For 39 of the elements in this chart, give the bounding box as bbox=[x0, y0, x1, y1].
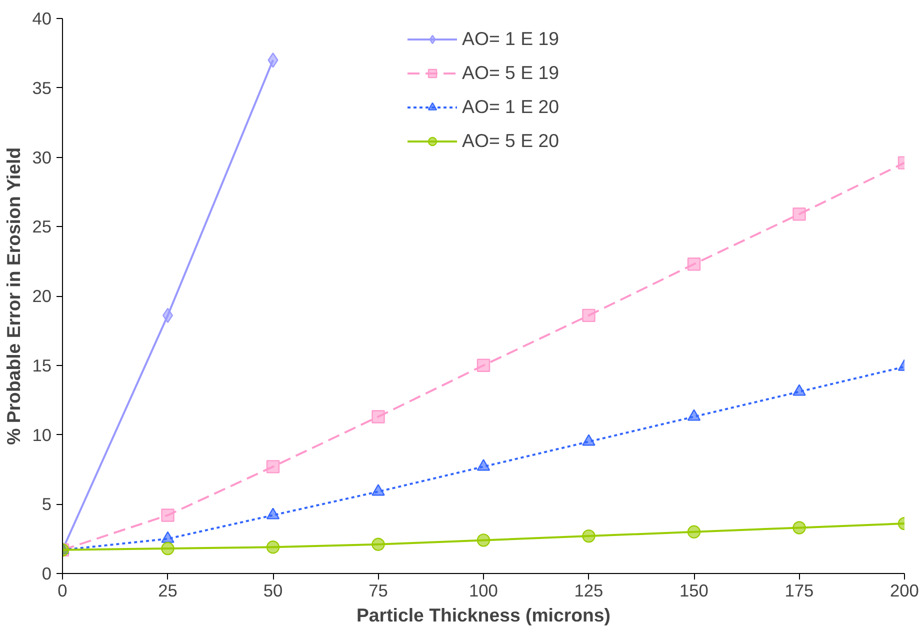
x-tick-label: 0 bbox=[58, 580, 68, 600]
y-tick-label: 10 bbox=[32, 424, 52, 445]
y-tick-label: 25 bbox=[32, 216, 52, 237]
point bbox=[161, 508, 174, 522]
y-tick-label: 35 bbox=[32, 78, 52, 98]
legend-label: AO= 1 E 19 bbox=[462, 28, 559, 50]
legend-label: AO= 5 E 20 bbox=[462, 130, 559, 152]
y-axis-title: % Probable Error in Erosion Yield bbox=[3, 147, 24, 445]
point bbox=[792, 208, 806, 221]
legend-label: AO= 5 E 19 bbox=[462, 62, 559, 84]
point bbox=[476, 358, 490, 372]
x-tick-label: 175 bbox=[784, 580, 814, 600]
point bbox=[162, 308, 174, 324]
x-tick-label: 150 bbox=[680, 580, 708, 600]
x-tick-label: 100 bbox=[469, 580, 498, 600]
y-tick-label: 30 bbox=[32, 147, 52, 168]
x-tick-label: 50 bbox=[263, 580, 283, 600]
x-tick-label: 125 bbox=[574, 580, 604, 600]
x-tick-label: 25 bbox=[158, 580, 178, 600]
point bbox=[161, 542, 174, 556]
x-tick-label: 200 bbox=[890, 580, 919, 600]
point bbox=[687, 525, 701, 538]
point bbox=[372, 538, 385, 551]
y-tick-label: 5 bbox=[42, 494, 52, 514]
point bbox=[687, 257, 701, 271]
x-axis-title: Particle Thickness (microns) bbox=[356, 604, 611, 626]
point bbox=[266, 540, 280, 554]
point bbox=[582, 308, 596, 322]
point bbox=[372, 410, 385, 424]
legend-label: AO= 1 E 20 bbox=[462, 96, 559, 118]
point bbox=[792, 521, 806, 534]
point bbox=[476, 534, 490, 547]
y-tick-label: 20 bbox=[32, 286, 52, 306]
y-tick-label: 40 bbox=[32, 8, 52, 28]
y-tick-label: 15 bbox=[32, 355, 52, 376]
point bbox=[266, 460, 280, 474]
y-tick-label: 0 bbox=[42, 564, 52, 584]
point bbox=[582, 529, 596, 543]
x-tick-label: 75 bbox=[368, 580, 388, 600]
